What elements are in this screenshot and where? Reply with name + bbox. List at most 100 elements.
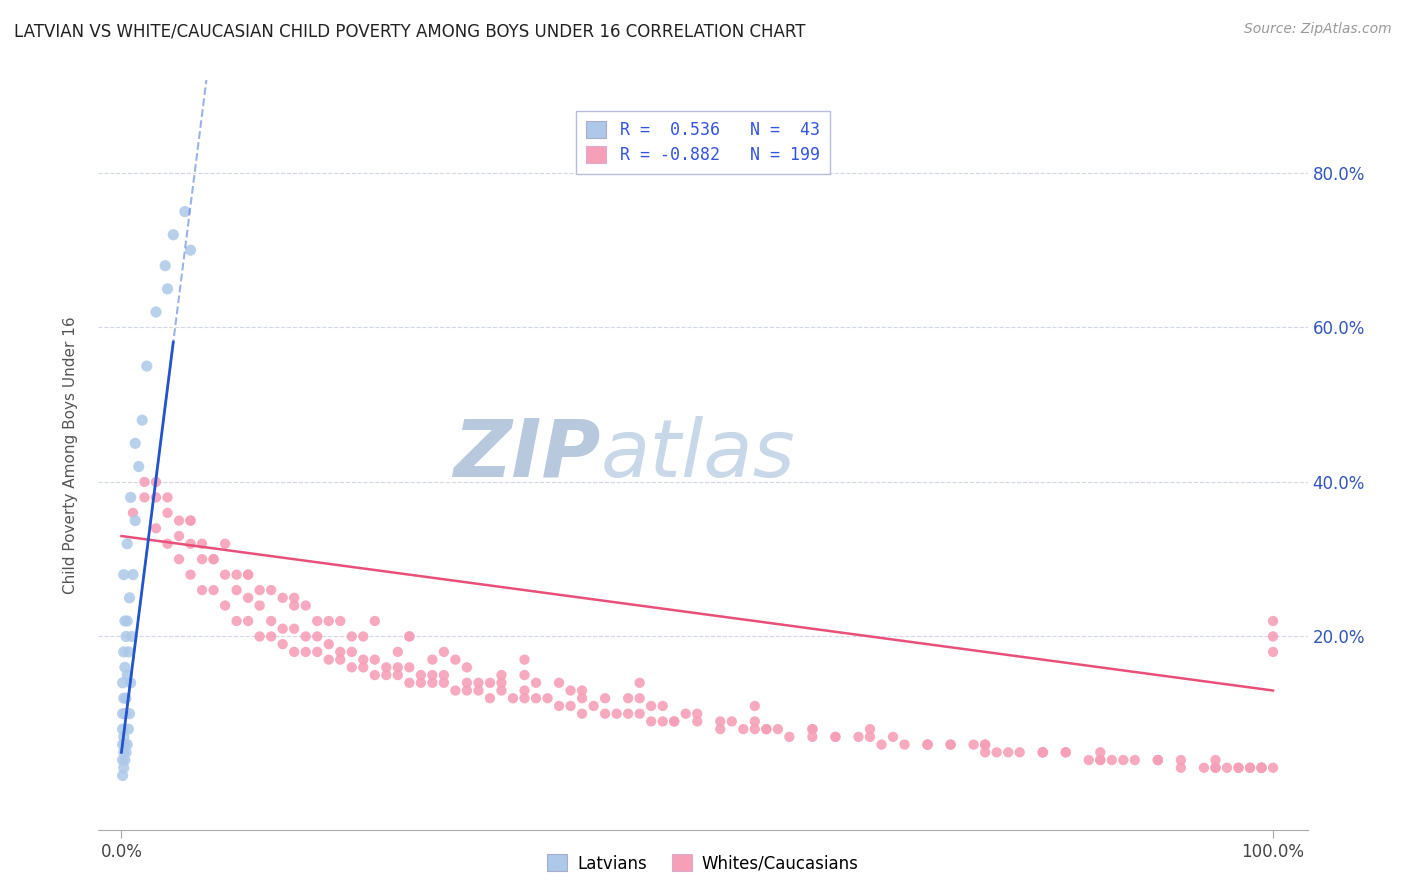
Point — [128, 459, 150, 474]
Point — [548, 675, 571, 690]
Point — [433, 675, 456, 690]
Point — [675, 706, 697, 721]
Point — [1227, 761, 1250, 775]
Point — [548, 698, 571, 713]
Point — [582, 698, 605, 713]
Point — [467, 675, 489, 690]
Point — [628, 691, 651, 706]
Point — [114, 614, 136, 628]
Point — [191, 537, 214, 551]
Point — [112, 730, 135, 744]
Point — [118, 591, 141, 605]
Point — [1239, 761, 1261, 775]
Point — [513, 683, 536, 698]
Point — [180, 514, 202, 528]
Point — [422, 668, 444, 682]
Legend: Latvians, Whites/Caucasians: Latvians, Whites/Caucasians — [540, 847, 866, 880]
Point — [122, 567, 145, 582]
Point — [225, 614, 247, 628]
Point — [491, 668, 513, 682]
Point — [1032, 745, 1054, 759]
Point — [870, 738, 893, 752]
Point — [145, 475, 167, 489]
Point — [260, 630, 283, 644]
Point — [433, 645, 456, 659]
Point — [225, 567, 247, 582]
Point — [433, 668, 456, 682]
Point — [167, 552, 190, 566]
Point — [202, 583, 225, 598]
Point — [283, 591, 305, 605]
Point — [778, 730, 800, 744]
Point — [755, 722, 778, 736]
Point — [111, 738, 134, 752]
Point — [824, 730, 846, 744]
Point — [283, 622, 305, 636]
Point — [112, 761, 135, 775]
Point — [329, 645, 352, 659]
Point — [112, 645, 135, 659]
Point — [513, 691, 536, 706]
Point — [115, 745, 138, 759]
Point — [135, 359, 157, 373]
Point — [214, 567, 236, 582]
Point — [117, 645, 139, 659]
Point — [444, 652, 467, 666]
Point — [162, 227, 184, 242]
Point — [387, 668, 409, 682]
Point — [173, 204, 195, 219]
Point — [124, 514, 146, 528]
Point — [115, 537, 138, 551]
Point — [409, 668, 432, 682]
Point — [456, 675, 478, 690]
Point — [115, 691, 138, 706]
Point — [859, 730, 882, 744]
Point — [801, 722, 824, 736]
Point — [617, 706, 640, 721]
Point — [1216, 761, 1239, 775]
Point — [1054, 745, 1077, 759]
Point — [398, 630, 420, 644]
Point — [1250, 761, 1272, 775]
Point — [124, 436, 146, 450]
Point — [686, 706, 709, 721]
Point — [882, 730, 904, 744]
Point — [352, 630, 374, 644]
Point — [115, 630, 138, 644]
Point — [1077, 753, 1099, 767]
Point — [260, 614, 283, 628]
Point — [156, 491, 179, 505]
Point — [180, 567, 202, 582]
Point — [329, 614, 352, 628]
Point — [1090, 753, 1112, 767]
Point — [145, 521, 167, 535]
Point — [236, 614, 259, 628]
Point — [755, 722, 778, 736]
Point — [155, 259, 177, 273]
Point — [491, 675, 513, 690]
Point — [686, 714, 709, 729]
Point — [294, 599, 316, 613]
Point — [640, 698, 662, 713]
Point — [744, 714, 766, 729]
Point — [1032, 745, 1054, 759]
Point — [249, 599, 271, 613]
Point — [1112, 753, 1135, 767]
Point — [118, 706, 141, 721]
Point — [1090, 745, 1112, 759]
Point — [409, 675, 432, 690]
Y-axis label: Child Poverty Among Boys Under 16: Child Poverty Among Boys Under 16 — [63, 316, 77, 594]
Point — [271, 622, 294, 636]
Point — [236, 591, 259, 605]
Point — [387, 660, 409, 674]
Point — [1261, 645, 1284, 659]
Point — [801, 722, 824, 736]
Legend: R =  0.536   N =  43, R = -0.882   N = 199: R = 0.536 N = 43, R = -0.882 N = 199 — [576, 112, 830, 174]
Point — [939, 738, 962, 752]
Point — [398, 660, 420, 674]
Point — [1250, 761, 1272, 775]
Point — [720, 714, 742, 729]
Point — [1090, 753, 1112, 767]
Point — [997, 745, 1019, 759]
Point — [202, 552, 225, 566]
